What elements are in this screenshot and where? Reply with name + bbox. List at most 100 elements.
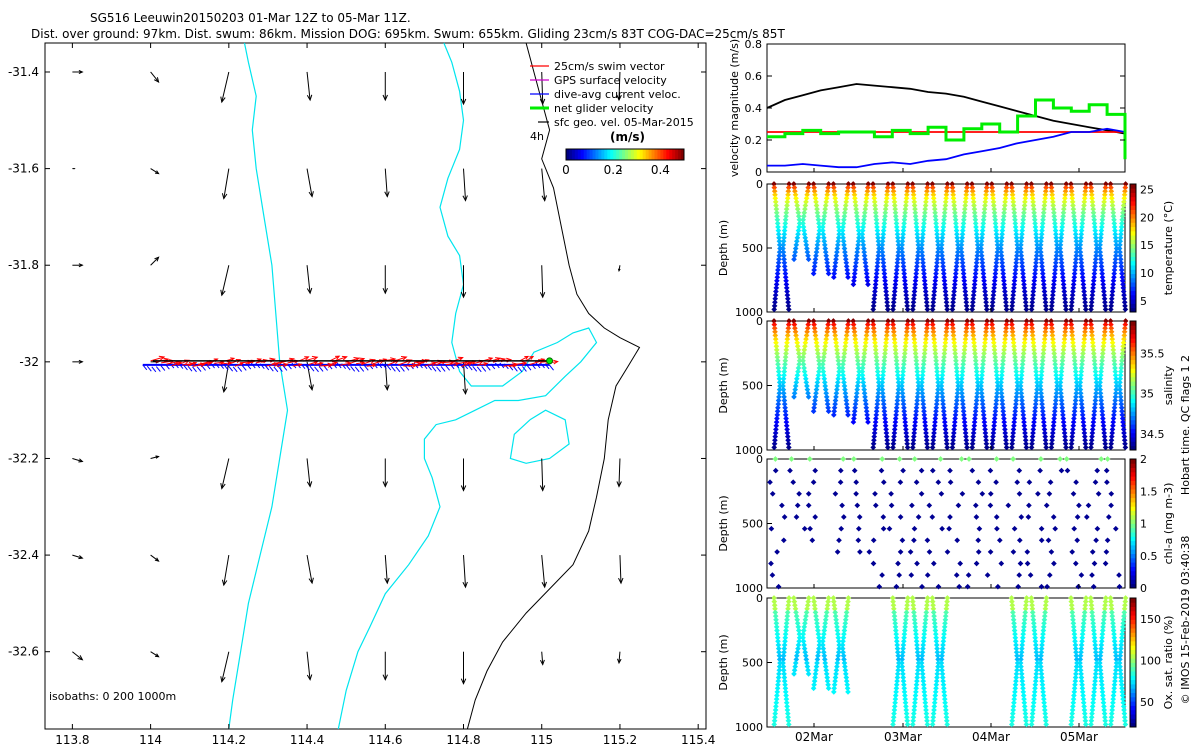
profile-colorbar-tick: 5	[1140, 295, 1147, 308]
profile-point	[1009, 295, 1016, 302]
legend-gps-label: GPS surface velocity	[554, 74, 667, 87]
profile-point	[771, 181, 777, 187]
profile-point	[1059, 220, 1066, 227]
date-tick-label: 03Mar	[884, 730, 922, 744]
profile-point	[1003, 306, 1010, 313]
geo-arrow	[463, 555, 467, 588]
profile-point	[920, 224, 927, 230]
profile-point	[1079, 274, 1086, 281]
profile-point	[974, 249, 981, 255]
profile-point	[810, 181, 817, 187]
dac-vector	[155, 366, 161, 372]
profile-point	[950, 292, 957, 298]
profile-point	[1070, 202, 1076, 209]
profile-colorbar-swatch	[1130, 527, 1136, 533]
profile-colorbar-tick: 0	[1140, 582, 1147, 595]
profile-point	[1022, 292, 1028, 298]
profile-point	[1073, 242, 1080, 248]
profile-point	[1018, 242, 1024, 248]
geo-arrow	[150, 71, 159, 83]
profile-point	[913, 274, 919, 281]
profile-point	[1119, 220, 1125, 227]
profile-colorbar-label: temperature (°C)	[1162, 201, 1175, 295]
profile-point	[1068, 184, 1075, 191]
profile-point	[992, 274, 998, 281]
profile-point	[1111, 274, 1117, 281]
isobath-island	[509, 409, 570, 464]
profile-point	[1030, 288, 1037, 295]
profile-point	[842, 256, 849, 263]
profile-point	[804, 188, 811, 195]
profile-point	[991, 285, 997, 291]
isobath-200m	[228, 42, 289, 730]
profile-point	[784, 292, 791, 298]
profile-point	[875, 234, 881, 241]
profile-point	[1112, 256, 1119, 263]
profile-colorbar-swatch	[1130, 389, 1136, 395]
profile-point	[1080, 206, 1087, 212]
profile-point	[782, 267, 788, 273]
dac-vector	[146, 365, 152, 372]
profile-point	[911, 202, 918, 209]
geo-arrow-head	[221, 193, 228, 200]
profile-colorbar-frame	[1129, 183, 1137, 313]
profile-colorbar-swatch	[1130, 277, 1136, 283]
profile-point	[1081, 199, 1088, 205]
velocity-ytick-label: 0.2	[745, 134, 763, 147]
profile-point	[893, 224, 900, 230]
profile-point	[1011, 277, 1018, 284]
profile-point	[890, 188, 897, 195]
profile-point	[1030, 202, 1037, 209]
profile-point	[895, 238, 902, 245]
profile-point	[904, 188, 910, 195]
geo-arrow	[541, 651, 544, 665]
profile-point	[1119, 213, 1126, 220]
profile-point	[802, 234, 809, 241]
profile-colorbar-swatch	[1130, 346, 1136, 352]
profile-point	[773, 281, 780, 288]
profile-point	[1108, 188, 1115, 195]
profile-point	[893, 220, 900, 227]
profile-point	[1050, 206, 1057, 212]
geo-arrow-head	[618, 577, 624, 585]
profile-point	[830, 181, 837, 187]
geo-arrow-head	[78, 263, 84, 268]
profile-point	[1109, 292, 1116, 298]
profile-point	[1061, 285, 1067, 291]
profile-point	[855, 227, 862, 234]
profile-point	[796, 220, 803, 227]
profile-point	[938, 249, 945, 255]
profile-point	[993, 227, 1000, 234]
colorbar-swatch	[630, 149, 635, 160]
profile-colorbar-swatch	[1130, 299, 1136, 304]
profile-point	[944, 181, 951, 187]
profile-point	[931, 288, 938, 295]
profile-point	[1098, 259, 1105, 266]
profile-colorbar-swatch	[1130, 243, 1136, 249]
profile-point	[880, 231, 887, 238]
profile-point	[934, 252, 941, 259]
profile-colorbar-swatch	[1130, 376, 1136, 382]
geo-arrow	[150, 256, 159, 266]
legend-net-label: net glider velocity	[554, 102, 654, 115]
profile-point	[1057, 249, 1064, 255]
profile-point	[774, 216, 781, 223]
profile-point	[980, 220, 987, 227]
profile-point	[871, 199, 878, 205]
profile-point	[790, 181, 797, 187]
swim-vector	[219, 362, 232, 365]
profile-point	[1077, 242, 1084, 248]
profile-colorbar-swatch	[1130, 653, 1136, 659]
profile-point	[909, 181, 916, 187]
profile-point	[912, 213, 919, 220]
profile-point	[1092, 231, 1099, 238]
profile-point	[1022, 199, 1028, 205]
geo-arrow-head	[221, 386, 228, 393]
profile-point	[962, 292, 969, 298]
profile-point	[1102, 184, 1109, 191]
profile-point	[1019, 259, 1025, 266]
profile-point	[1093, 252, 1099, 259]
swim-vector-head	[319, 361, 324, 366]
velocity-ytick-label: 0	[755, 166, 762, 179]
profile-point	[1050, 285, 1057, 291]
